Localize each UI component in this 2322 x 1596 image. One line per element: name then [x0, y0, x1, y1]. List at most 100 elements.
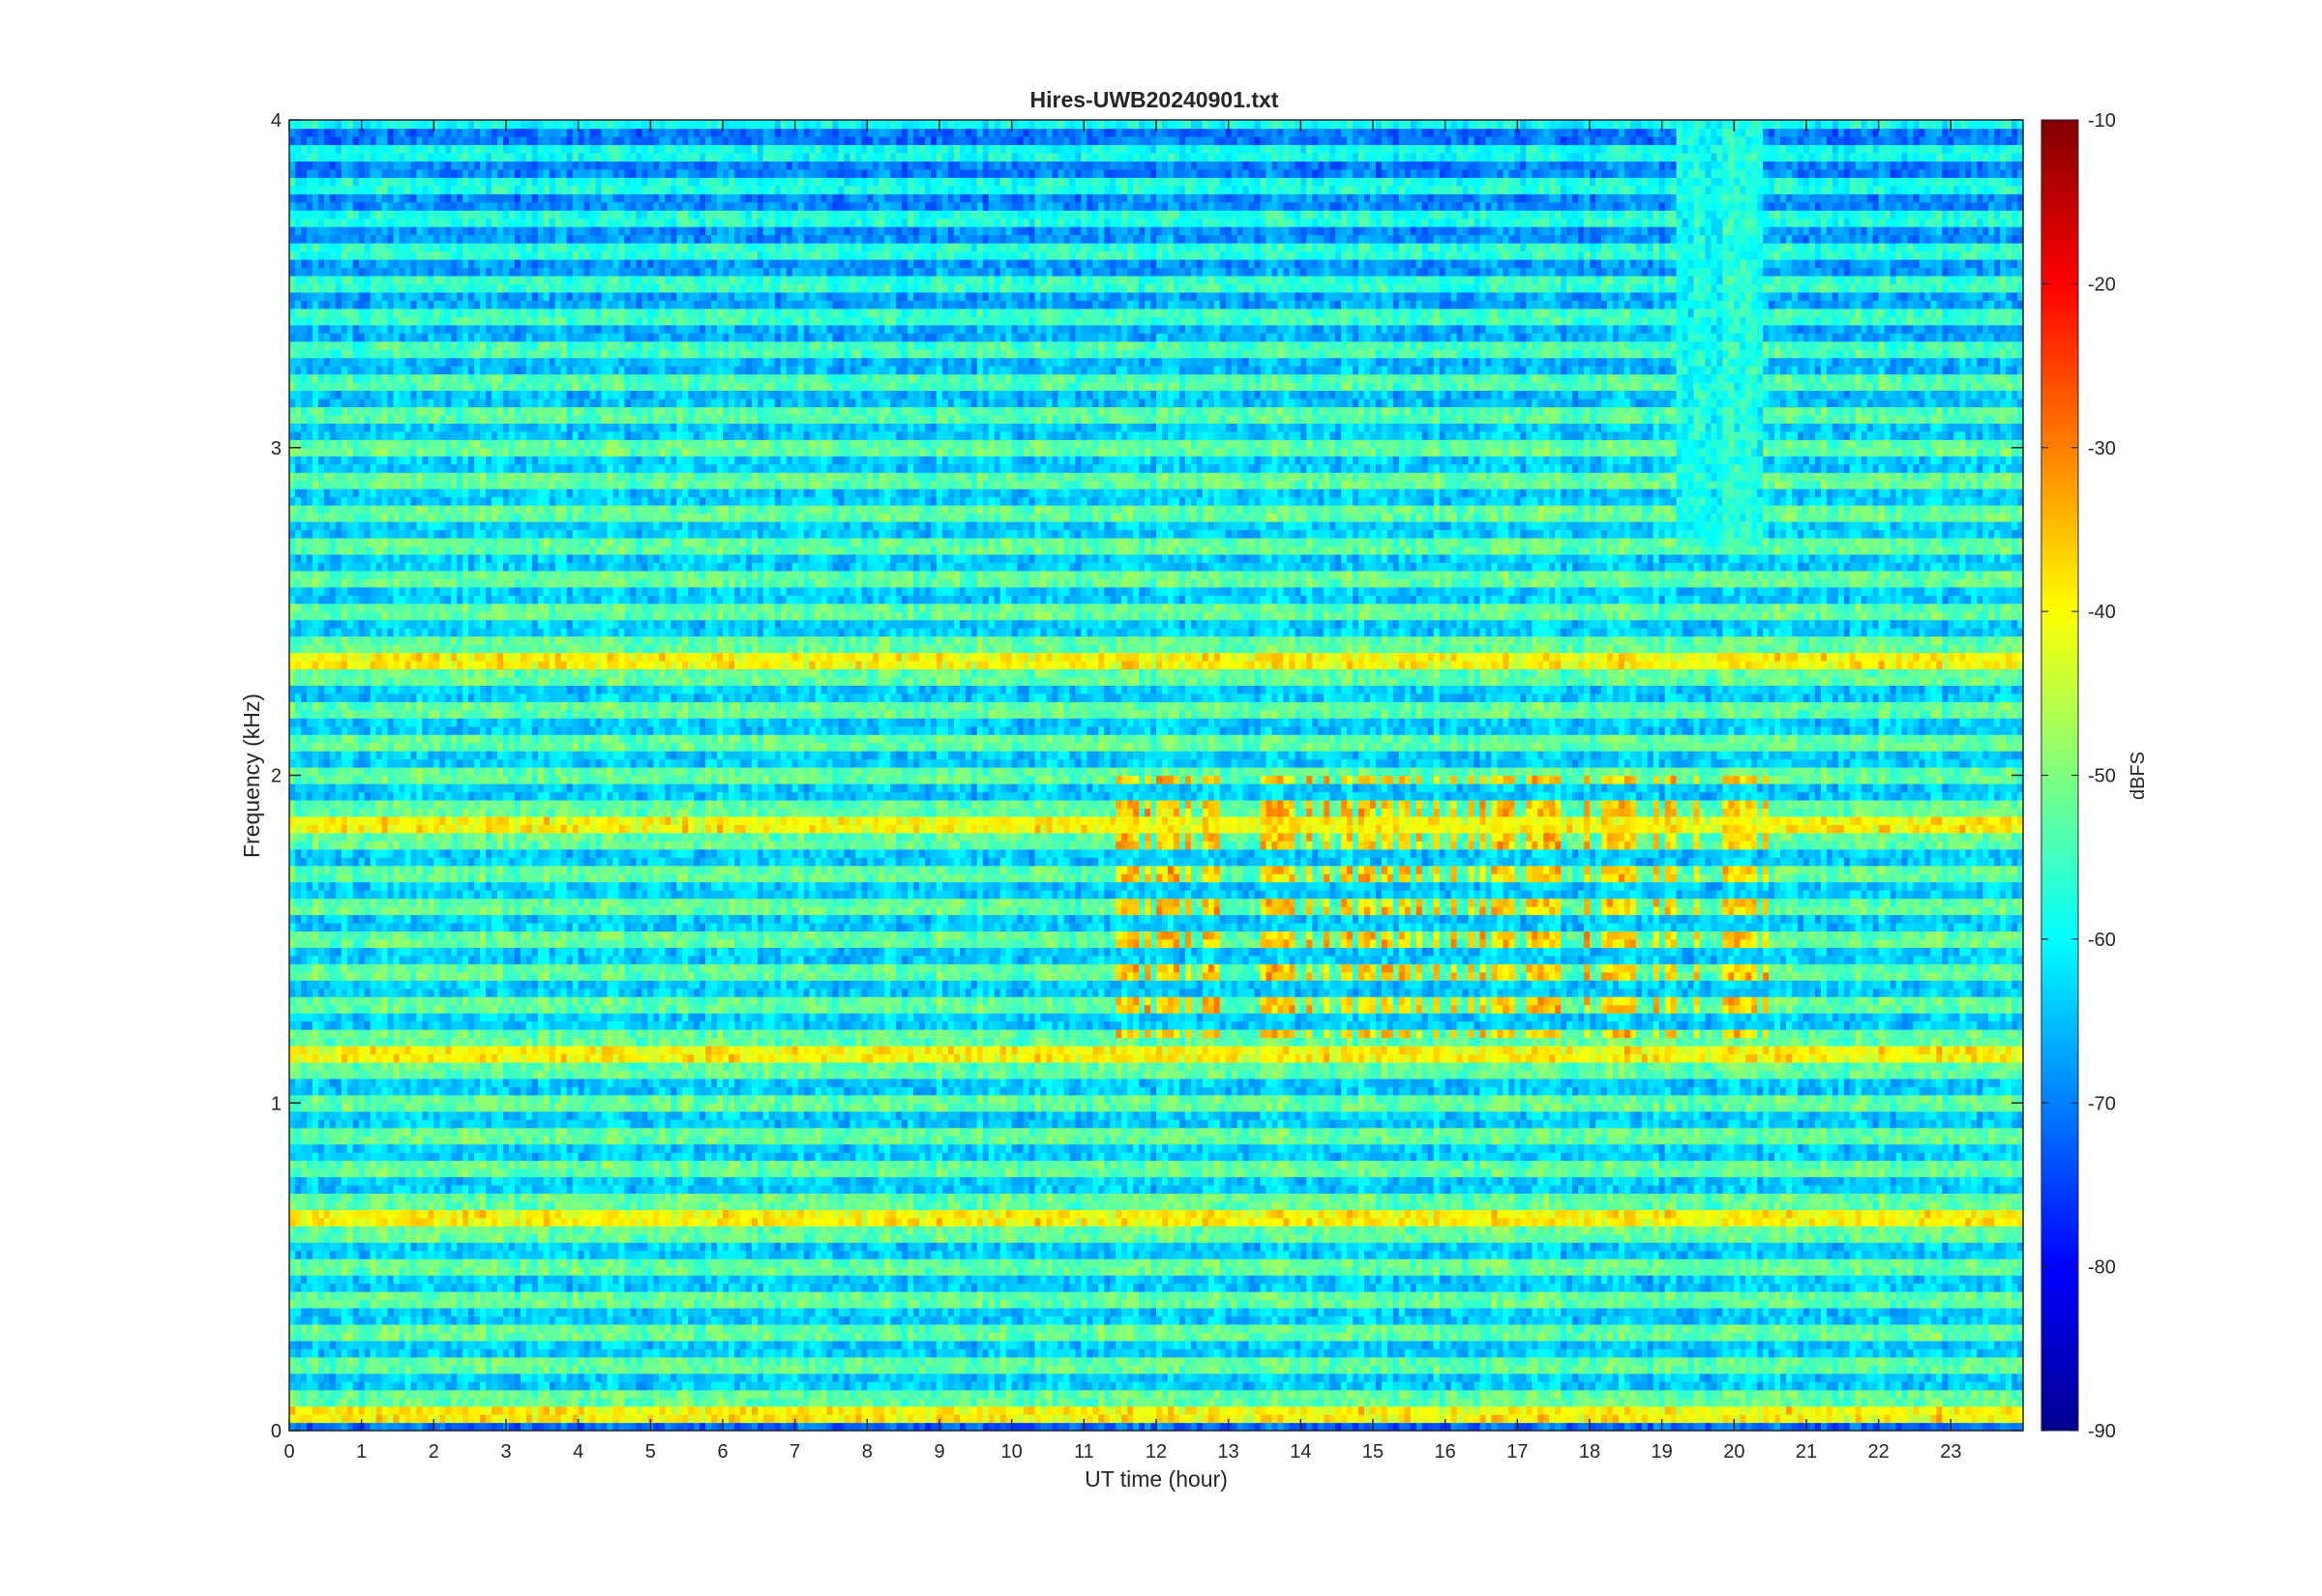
heat-cell — [1682, 1414, 1689, 1423]
heat-cell — [318, 1365, 325, 1374]
heat-cell — [336, 1341, 342, 1349]
heat-cell — [1827, 1423, 1833, 1432]
heat-cell — [925, 1291, 932, 1300]
heat-cell — [538, 1357, 545, 1366]
heat-cell — [388, 1308, 395, 1316]
heat-cell — [1075, 1423, 1082, 1432]
heat-cell — [1283, 1324, 1290, 1333]
heat-cell — [1798, 1308, 1804, 1316]
heat-cell — [1057, 1423, 1064, 1432]
heat-cell — [307, 1374, 313, 1382]
heat-cell — [1798, 1398, 1804, 1406]
heat-cell — [1780, 1315, 1787, 1324]
heat-cell — [1613, 1348, 1620, 1357]
heat-cell — [787, 1398, 793, 1406]
heat-cell — [1249, 1348, 1256, 1357]
heat-cell — [1052, 1357, 1058, 1366]
heat-cell — [579, 1381, 585, 1390]
heat-cell — [729, 1398, 735, 1406]
heat-cell — [942, 1348, 949, 1357]
heat-cell — [596, 1315, 603, 1324]
heat-cell — [555, 1315, 562, 1324]
heat-cell — [301, 1365, 308, 1374]
heat-cell — [1098, 1423, 1105, 1432]
heat-cell — [1451, 1423, 1458, 1432]
heat-cell — [902, 1390, 908, 1399]
heat-cell — [1445, 1332, 1452, 1341]
heat-cell — [1786, 1390, 1793, 1399]
heat-cell — [1370, 1406, 1377, 1415]
heat-cell — [1220, 1300, 1227, 1309]
heat-cell — [1965, 1381, 1972, 1390]
heat-cell — [1249, 1324, 1256, 1333]
heat-cell — [948, 1291, 955, 1300]
heat-cell — [1994, 1315, 2001, 1324]
heat-cell — [804, 1341, 811, 1349]
heat-cell — [1728, 1365, 1735, 1374]
heat-cell — [1451, 1414, 1458, 1423]
heat-cell — [960, 1315, 967, 1324]
heat-cell — [1578, 1365, 1585, 1374]
heat-cell — [1110, 1414, 1116, 1423]
heat-cell — [1694, 1357, 1701, 1366]
heat-cell — [1434, 1324, 1441, 1333]
heat-cell — [769, 1381, 776, 1390]
heat-cell — [1006, 1374, 1013, 1382]
heat-cell — [1578, 1332, 1585, 1341]
heat-cell — [1924, 1390, 1931, 1399]
heat-cell — [1705, 1332, 1712, 1341]
heat-cell — [371, 1315, 377, 1324]
heat-cell — [1566, 1414, 1573, 1423]
heat-cell — [1792, 1332, 1799, 1341]
heat-cell — [960, 1308, 967, 1316]
heat-cell — [971, 1300, 978, 1309]
heat-cell — [1914, 1374, 1920, 1382]
heat-cell — [618, 1315, 625, 1324]
heat-cell — [954, 1414, 961, 1423]
heat-cell — [1763, 1398, 1770, 1406]
spectrogram-image — [289, 120, 2024, 1432]
heat-cell — [1208, 1308, 1215, 1316]
heat-cell — [1809, 1406, 1816, 1415]
heat-cell — [486, 1291, 492, 1300]
heat-cell — [1827, 1414, 1833, 1423]
heat-cell — [503, 1374, 510, 1382]
heat-cell — [700, 1398, 706, 1406]
heat-cell — [1734, 1365, 1741, 1374]
heat-cell — [1376, 1390, 1383, 1399]
heat-cell — [1295, 1308, 1301, 1316]
heat-cell — [1208, 1291, 1215, 1300]
heat-cell — [1474, 1332, 1481, 1341]
heat-cell — [1249, 1315, 1256, 1324]
heat-cell — [295, 1291, 302, 1300]
heat-cell — [1168, 1390, 1175, 1399]
heat-cell — [1318, 1423, 1325, 1432]
heat-cell — [457, 1332, 463, 1341]
heat-cell — [579, 1398, 585, 1406]
heat-cell — [1699, 1365, 1706, 1374]
heat-cell — [1329, 1291, 1336, 1300]
heat-cell — [1255, 1406, 1262, 1415]
heat-cell — [1694, 1341, 1701, 1349]
heat-cell — [1936, 1300, 1943, 1309]
heat-cell — [1399, 1324, 1406, 1333]
heat-cell — [682, 1381, 689, 1390]
heat-cell — [618, 1348, 625, 1357]
heat-cell — [1485, 1315, 1492, 1324]
heat-cell — [1716, 1348, 1723, 1357]
heat-cell — [1705, 1381, 1712, 1390]
heat-cell — [1757, 1423, 1764, 1432]
heat-cell — [902, 1348, 908, 1357]
heat-cell — [382, 1414, 389, 1423]
heat-cell — [913, 1348, 920, 1357]
heat-cell — [758, 1291, 764, 1300]
heat-cell — [1271, 1341, 1278, 1349]
heat-cell — [544, 1291, 551, 1300]
heat-cell — [1590, 1300, 1596, 1309]
heat-cell — [1214, 1398, 1221, 1406]
heat-cell — [729, 1324, 735, 1333]
heat-cell — [1347, 1357, 1354, 1366]
heat-cell — [573, 1390, 580, 1399]
heat-cell — [1214, 1348, 1221, 1357]
heat-cell — [1353, 1300, 1359, 1309]
